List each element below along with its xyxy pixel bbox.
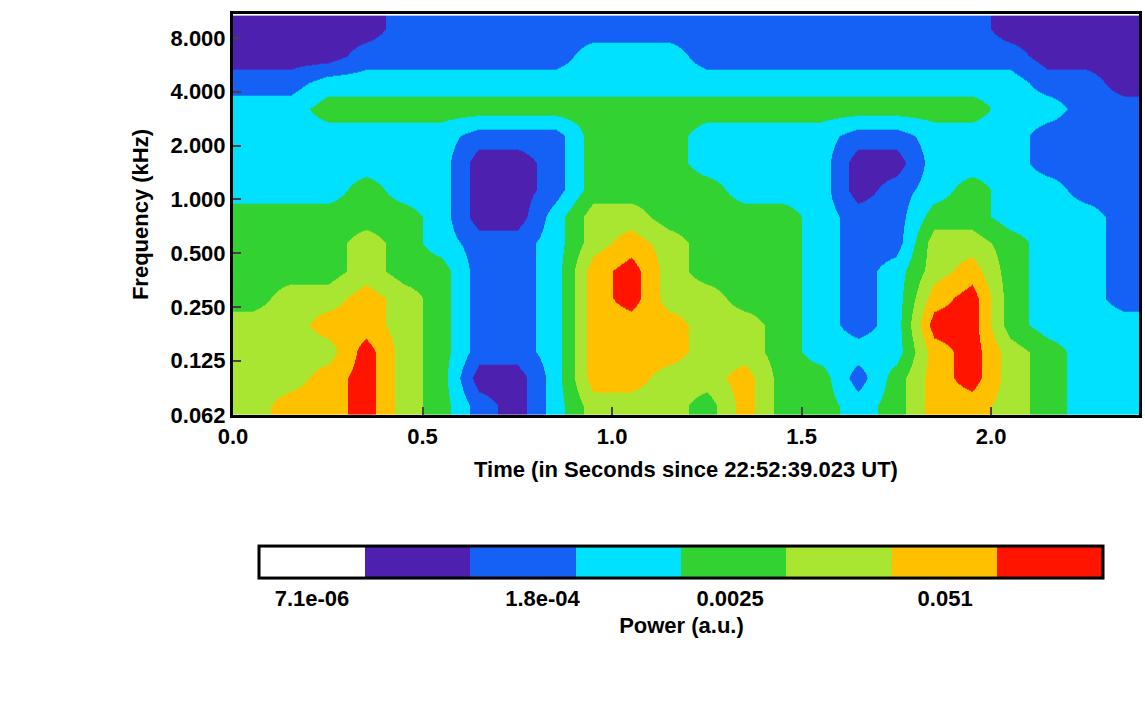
svg-text:7.1e-06: 7.1e-06 xyxy=(275,586,350,611)
svg-text:2.000: 2.000 xyxy=(171,133,226,158)
svg-text:0.0: 0.0 xyxy=(218,424,249,449)
svg-text:0.500: 0.500 xyxy=(171,241,226,266)
svg-text:4.000: 4.000 xyxy=(171,79,226,104)
svg-text:0.5: 0.5 xyxy=(407,424,438,449)
svg-text:2.0: 2.0 xyxy=(976,424,1007,449)
svg-text:8.000: 8.000 xyxy=(171,26,226,51)
svg-text:0.0025: 0.0025 xyxy=(696,586,763,611)
svg-text:Time (in Seconds since 22:52:3: Time (in Seconds since 22:52:39.023 UT) xyxy=(474,457,898,482)
svg-text:1.5: 1.5 xyxy=(786,424,817,449)
svg-text:0.125: 0.125 xyxy=(171,348,226,373)
svg-text:Power (a.u.): Power (a.u.) xyxy=(619,613,744,638)
svg-text:1.000: 1.000 xyxy=(171,187,226,212)
svg-text:Frequency (kHz): Frequency (kHz) xyxy=(128,129,153,300)
svg-text:0.062: 0.062 xyxy=(171,403,226,428)
svg-text:1.8e-04: 1.8e-04 xyxy=(505,586,580,611)
svg-text:0.051: 0.051 xyxy=(918,586,973,611)
svg-text:0.250: 0.250 xyxy=(171,295,226,320)
svg-text:1.0: 1.0 xyxy=(597,424,628,449)
